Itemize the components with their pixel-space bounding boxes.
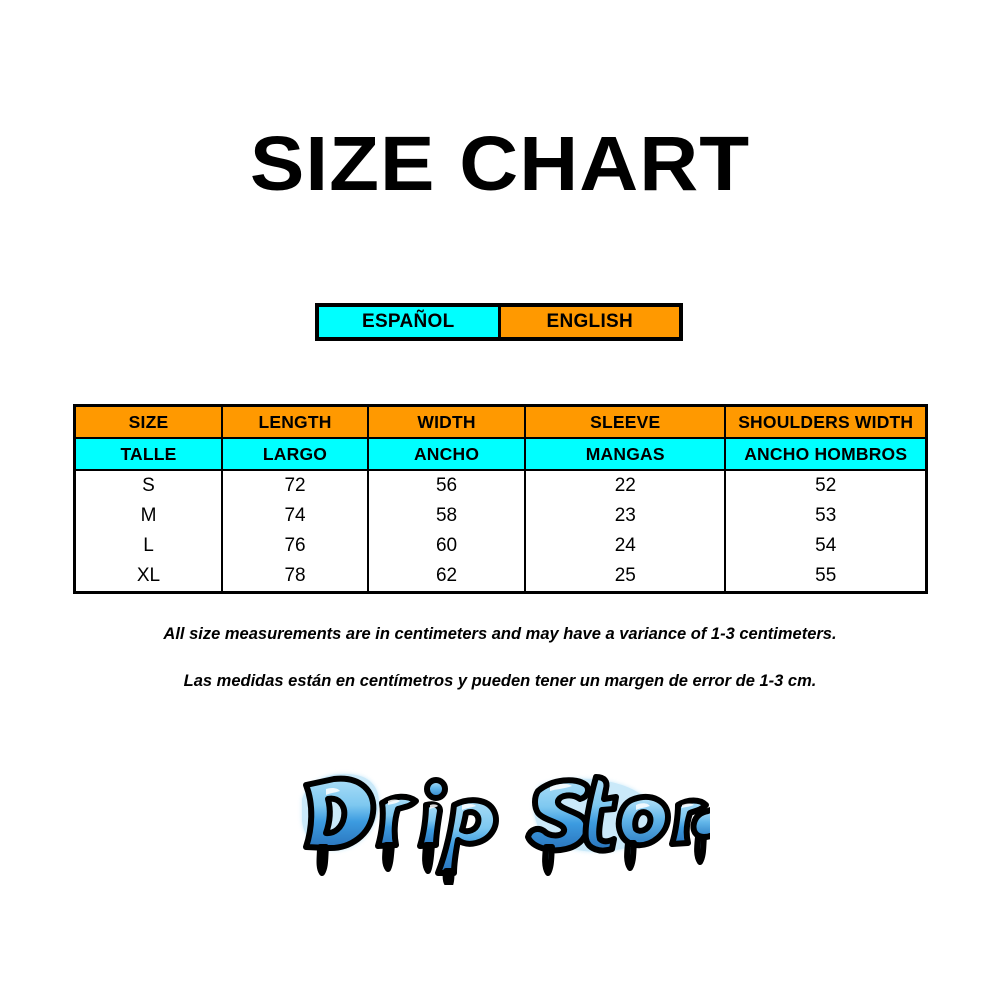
note-english: All size measurements are in centimeters…	[163, 625, 837, 643]
cell-length: 76	[221, 531, 370, 561]
page-title: SIZE CHART	[249, 121, 751, 207]
table-header-row-english: SIZE LENGTH WIDTH SLEEVE SHOULDERS WIDTH	[76, 407, 925, 438]
language-button-spanish[interactable]: ESPAÑOL	[319, 307, 501, 337]
dripstore-graffiti-logo-icon	[302, 773, 710, 885]
cell-sleeve: 24	[524, 531, 727, 561]
cell-shoulders: 54	[724, 531, 925, 561]
size-chart-table: SIZE LENGTH WIDTH SLEEVE SHOULDERS WIDTH…	[73, 404, 928, 594]
column-header-sleeve-en: SLEEVE	[524, 407, 727, 438]
column-header-sleeve-es: MANGAS	[524, 437, 727, 471]
cell-width: 56	[367, 470, 527, 501]
cell-shoulders: 52	[724, 470, 925, 501]
cell-width: 58	[367, 501, 527, 531]
language-toggle: ESPAÑOL ENGLISH	[315, 303, 683, 341]
table-row: S 72 56 22 52	[76, 470, 925, 501]
cell-width: 62	[367, 561, 527, 591]
column-header-length-es: LARGO	[221, 437, 370, 471]
cell-size: M	[76, 501, 224, 531]
cell-sleeve: 22	[524, 470, 727, 501]
language-button-english[interactable]: ENGLISH	[500, 307, 679, 337]
column-header-shoulders-es: ANCHO HOMBROS	[724, 437, 925, 471]
cell-sleeve: 23	[524, 501, 727, 531]
cell-length: 74	[221, 501, 370, 531]
column-header-width-en: WIDTH	[367, 407, 527, 438]
cell-length: 72	[221, 470, 370, 501]
cell-shoulders: 53	[724, 501, 925, 531]
cell-sleeve: 25	[524, 561, 727, 591]
column-header-length-en: LENGTH	[221, 407, 370, 438]
cell-width: 60	[367, 531, 527, 561]
cell-length: 78	[221, 561, 370, 591]
column-header-shoulders-en: SHOULDERS WIDTH	[724, 407, 925, 438]
table-row: XL 78 62 25 55	[76, 561, 925, 591]
table-header-row-spanish: TALLE LARGO ANCHO MANGAS ANCHO HOMBROS	[76, 437, 925, 471]
cell-size: XL	[76, 561, 224, 591]
note-spanish: Las medidas están en centímetros y puede…	[183, 672, 817, 691]
measurement-notes: All size measurements are in centimeters…	[0, 625, 1000, 690]
table-row: L 76 60 24 54	[76, 531, 925, 561]
cell-size: S	[76, 470, 224, 501]
column-header-width-es: ANCHO	[367, 437, 527, 471]
column-header-size-en: SIZE	[76, 407, 224, 438]
cell-size: L	[76, 531, 224, 561]
cell-shoulders: 55	[724, 561, 925, 591]
column-header-size-es: TALLE	[76, 437, 224, 471]
table-row: M 74 58 23 53	[76, 501, 925, 531]
brand-logo	[0, 755, 1000, 885]
